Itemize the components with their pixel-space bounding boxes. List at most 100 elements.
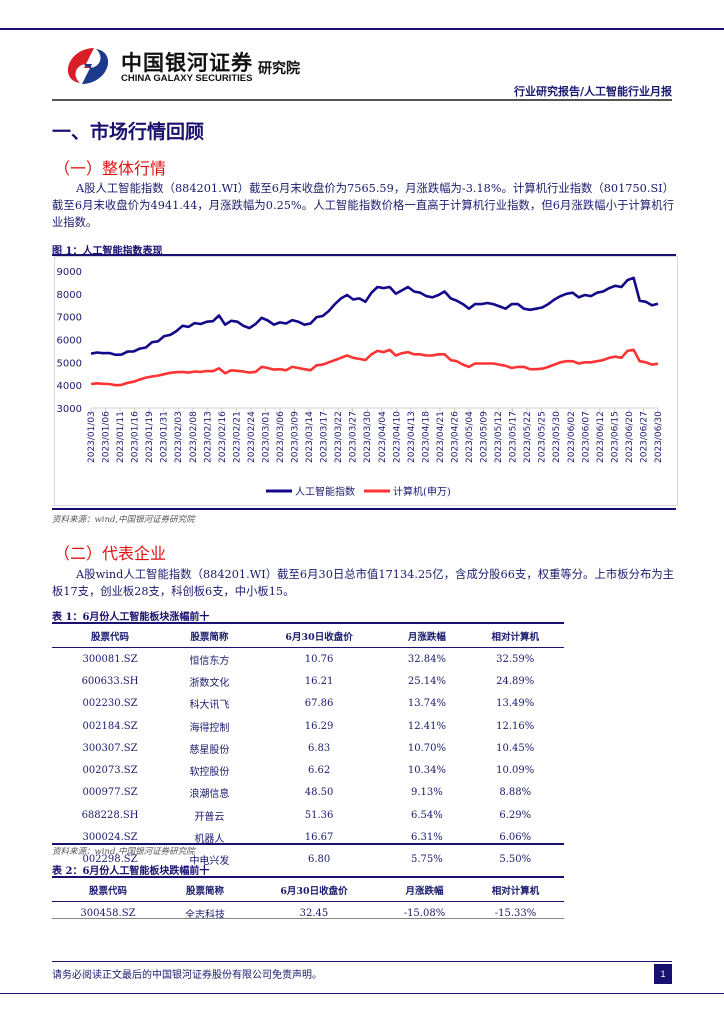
column-header: 相对计算机	[467, 878, 564, 902]
table-cell: 6.62	[307, 765, 331, 777]
table-row: 002230.SZ 科大讯飞 67.86 13.74% 13.49%	[52, 693, 564, 715]
x-tick-label: 2023/05/25	[538, 411, 548, 463]
x-tick-label: 2023/05/30	[552, 411, 562, 463]
y-axis: 3000 4000 5000 6000 7000 8000 9000	[57, 267, 82, 415]
x-tick-label: 2023/04/21	[436, 411, 446, 463]
paragraph-companies: A股wind人工智能指数（884201.WI）截至6月30日总市值17134.2…	[52, 566, 674, 600]
x-tick-label: 2023/03/09	[291, 411, 301, 463]
x-tick-label: 2023/04/18	[421, 411, 431, 463]
x-tick-label: 2023/04/10	[392, 411, 402, 463]
table-cell: 9.13%	[411, 787, 443, 799]
table-cell: 16.67	[304, 832, 334, 844]
table1-caption: 表 1：6月份人工智能板块涨幅前十	[52, 612, 210, 623]
report-type-tag: 行业研究报告/人工智能行业月报	[513, 85, 672, 98]
x-tick-label: 2023/03/17	[320, 411, 330, 463]
table-cell: 002073.SZ	[82, 765, 138, 777]
table-row: 300024.SZ 机器人 16.67 6.31% 6.06%	[52, 826, 564, 848]
column-header: 股票代码	[52, 878, 164, 902]
x-tick-label: 2023/05/12	[494, 411, 504, 463]
x-tick-label: 2023/01/03	[87, 411, 97, 463]
table-row: 002184.SZ 海得控制 16.29 12.41% 12.16%	[52, 715, 564, 737]
x-tick-label: 2023/02/13	[203, 411, 213, 463]
table-cell: 300024.SZ	[82, 832, 138, 844]
x-tick-label: 2023/02/08	[189, 411, 199, 463]
table-cell: 海得控制	[189, 722, 230, 734]
column-header: 月涨跌幅	[387, 624, 467, 648]
table-cell: 32.45	[299, 907, 329, 919]
x-tick-label: 2023/03/22	[334, 411, 344, 463]
table-cell: 5.50%	[499, 854, 532, 866]
x-tick-label: 2023/06/07	[581, 411, 591, 463]
x-tick-label: 2023/02/16	[218, 411, 228, 463]
table-row: 688228.SH 开普云 51.36 6.54% 6.29%	[52, 804, 564, 826]
table-cell: 10.76	[304, 653, 334, 665]
table-cell: 300081.SZ	[82, 653, 138, 665]
brand-name-cn: 中国银河证券	[121, 51, 253, 75]
page-number: 1	[654, 964, 672, 984]
subsection-title-overall: （一）整体行情	[54, 159, 167, 178]
x-tick-label: 2023/01/16	[131, 411, 141, 463]
table-cell: 中电兴发	[189, 856, 230, 868]
table-header-row: 股票代码 股票简称 6月30日收盘价 月涨跌幅 相对计算机	[52, 624, 564, 648]
table-cell: 10.09%	[496, 765, 535, 777]
table-cell: 12.41%	[407, 720, 446, 732]
galaxy-logo-icon	[67, 48, 109, 84]
figure-caption-rule	[52, 254, 676, 256]
table1-top-rule	[52, 622, 564, 624]
table-header-row: 股票代码 股票简称 6月30日收盘价 月涨跌幅 相对计算机	[52, 878, 564, 902]
table-cell: 002298.SZ	[82, 854, 138, 866]
table-row: 002073.SZ 软控股份 6.62 10.34% 10.09%	[52, 759, 564, 781]
x-tick-label: 2023/06/20	[625, 411, 635, 463]
table2-bottom-rule	[52, 918, 564, 919]
legend-label: 计算机(申万)	[393, 485, 451, 498]
x-tick-label: 2023/04/26	[450, 411, 460, 463]
table-cell: 慈星股份	[189, 744, 230, 756]
column-header: 股票简称	[168, 624, 251, 648]
table-cell: 32.59%	[496, 653, 535, 665]
table-cell: 688228.SH	[81, 809, 139, 821]
table-cell: 10.70%	[407, 742, 446, 754]
table-cell: 机器人	[194, 834, 225, 846]
x-tick-label: 2023/02/24	[247, 411, 257, 463]
x-tick-label: 2023/06/15	[610, 411, 620, 463]
table-cell: 32.84%	[407, 653, 446, 665]
footer-rule	[52, 961, 672, 962]
table-cell: 10.45%	[496, 742, 535, 754]
table-cell: 科大讯飞	[189, 700, 230, 712]
figure-bottom-rule	[52, 508, 676, 510]
x-tick-label: 2023/06/02	[567, 411, 577, 463]
series-line	[90, 276, 659, 357]
column-header: 6月30日收盘价	[250, 624, 388, 648]
table-cell: 16.21	[304, 675, 334, 687]
chart-legend: 人工智能指数 计算机(申万)	[266, 485, 451, 498]
table-row: 300458.SZ 全志科技 32.45 -15.08% -15.33%	[52, 902, 564, 925]
header-rule	[52, 99, 672, 101]
table-cell: 8.88%	[499, 787, 532, 799]
table-cell: 300307.SZ	[82, 742, 138, 754]
table2-caption: 表 2：6月份人工智能板块跌幅前十	[52, 866, 210, 877]
x-tick-label: 2023/03/27	[349, 411, 359, 463]
top-gainers-table: 股票代码 股票简称 6月30日收盘价 月涨跌幅 相对计算机 300081.SZ 恒信东方 1…	[52, 624, 564, 871]
top-rule	[0, 28, 724, 30]
chart-lines	[90, 276, 659, 387]
table-row: 300307.SZ 慈星股份 6.83 10.70% 10.45%	[52, 737, 564, 759]
table-cell: 24.89%	[496, 675, 535, 687]
table-row: 300081.SZ 恒信东方 10.76 32.84% 32.59%	[52, 648, 564, 671]
table-cell: 6.80	[307, 854, 331, 866]
table-row: 600633.SH 浙数文化 16.21 25.14% 24.89%	[52, 670, 564, 692]
table-cell: 6.31%	[411, 832, 443, 844]
x-tick-label: 2023/01/06	[102, 411, 112, 463]
table-row: 002298.SZ 中电兴发 6.80 5.75% 5.50%	[52, 849, 564, 871]
legend-label: 人工智能指数	[295, 485, 355, 498]
table-cell: 6.54%	[411, 809, 443, 821]
paragraph-market-overview: A股人工智能指数（884201.WI）截至6月末收盘价为7565.59，月涨跌幅…	[52, 180, 674, 231]
y-tick-label: 9000	[57, 267, 82, 278]
x-axis: 2023/01/03 2023/01/06 2023/01/11 2023/01/16…	[87, 407, 664, 463]
table-cell: 恒信东方	[189, 655, 230, 667]
table-cell: 10.34%	[407, 765, 446, 777]
x-tick-label: 2023/01/31	[160, 411, 170, 463]
x-tick-label: 2023/03/30	[363, 411, 373, 463]
brand-name-en: CHINA GALAXY SECURITIES	[121, 73, 253, 84]
subsection-title-companies: （二）代表企业	[54, 544, 167, 563]
